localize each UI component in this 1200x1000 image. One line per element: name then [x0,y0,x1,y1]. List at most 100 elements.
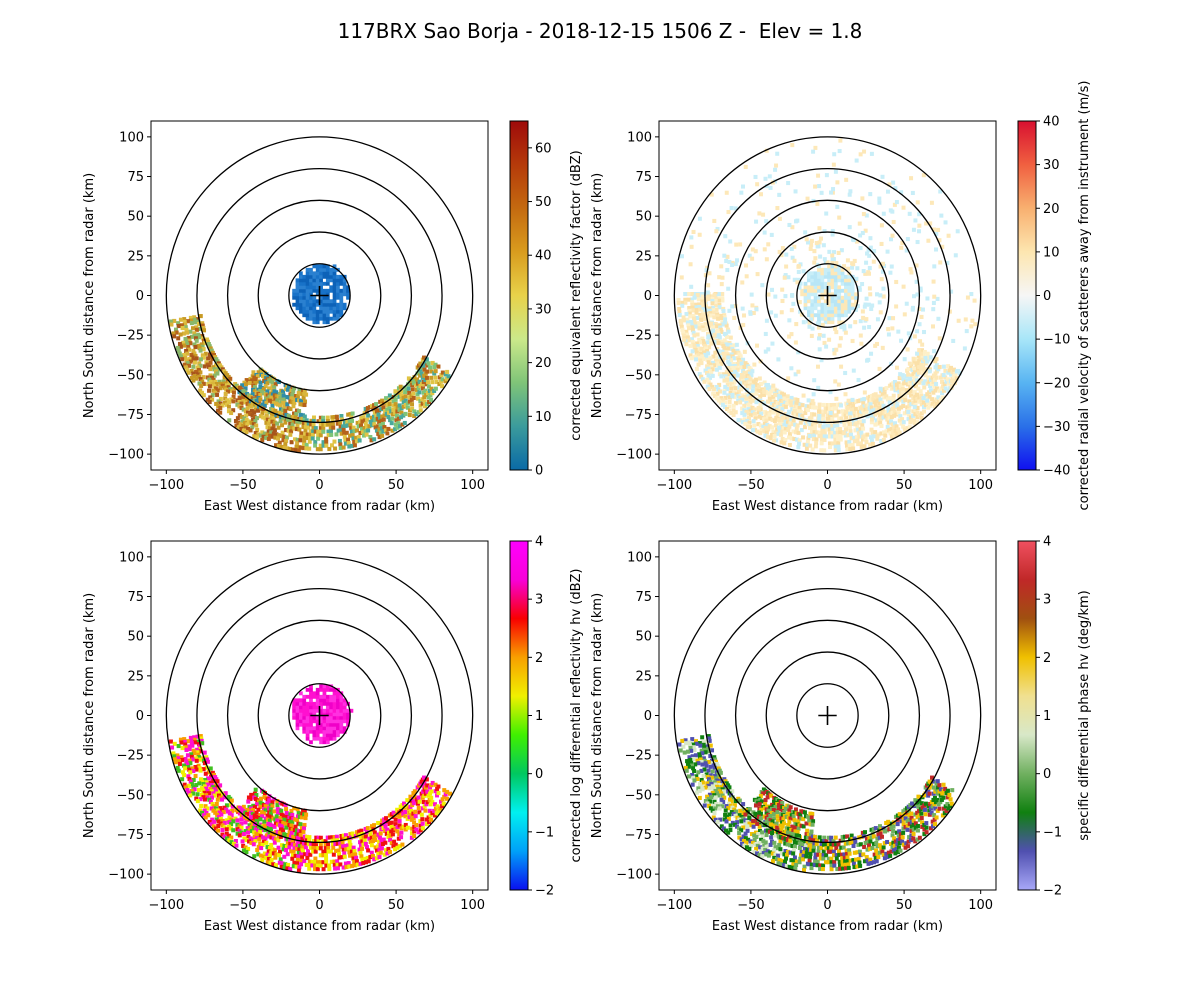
data-cell [844,285,848,290]
data-cell [782,422,787,428]
data-cell [833,271,838,276]
data-cell [897,430,902,435]
data-cell [385,431,390,436]
data-cell [902,411,907,416]
data-cell [264,413,269,418]
data-cell [689,292,694,297]
data-cell [235,818,240,823]
data-cell [854,295,858,300]
data-cell [298,705,303,710]
data-cell [271,836,276,841]
data-cell [274,413,279,418]
data-cell [705,364,710,369]
data-cell [316,429,321,434]
data-cell [680,303,685,308]
data-cell [722,777,727,782]
data-cell [817,430,822,435]
data-cell [265,860,270,865]
data-cell [380,433,385,438]
data-cell [881,415,886,420]
data-cell [237,824,242,829]
data-cell [265,417,270,422]
data-cell [927,394,932,399]
data-cell [302,705,307,710]
data-cell [688,746,693,751]
data-cell [292,806,297,811]
data-cell [830,260,835,265]
data-cell [885,249,890,254]
data-cell [222,834,227,839]
data-cell [295,857,300,862]
data-cell [875,433,880,439]
data-cell [828,410,833,416]
data-cell [240,383,245,388]
data-cell [915,351,920,356]
data-cell [912,334,917,339]
data-cell [938,375,943,380]
data-cell [293,843,298,848]
data-cell [894,412,899,417]
data-cell [859,430,864,435]
y-tick-label: 50 [635,210,652,225]
data-cell [220,403,225,408]
data-cell [422,793,427,798]
data-cell [840,271,845,276]
data-cell [817,267,821,272]
data-cell [290,827,295,832]
data-cell [332,299,337,304]
data-cell [231,408,236,413]
data-cell [917,364,922,369]
data-cell [713,296,718,301]
data-cell [820,281,825,286]
data-cell [188,341,193,346]
data-cell [806,436,811,441]
data-cell [878,401,882,406]
data-cell [372,410,377,415]
data-cell [879,423,884,428]
data-cell [302,694,307,699]
data-cell [346,437,351,442]
data-cell [696,786,701,791]
data-cell [838,403,843,408]
data-cell [806,292,811,297]
data-cell [896,329,901,334]
data-cell [943,386,948,391]
data-cell [222,795,227,800]
data-cell [426,793,431,798]
data-cell [795,397,800,403]
data-cell [726,346,731,351]
data-cell [299,862,304,867]
data-cell [200,390,204,395]
data-cell [201,758,206,763]
data-cell [253,407,258,412]
data-cell [715,391,720,396]
data-cell [762,401,767,406]
data-cell [289,849,294,854]
data-cell [312,316,317,321]
data-cell [339,698,344,703]
data-cell [332,309,337,314]
data-cell [813,281,818,286]
data-cell [216,408,220,413]
data-cell [810,302,815,307]
data-cell [191,748,196,753]
data-cell [323,842,328,847]
data-cell [827,271,831,276]
data-cell [843,433,848,438]
data-cell [302,417,307,423]
data-cell [830,309,835,314]
data-cell [300,836,305,841]
data-cell [278,815,283,821]
data-cell [344,430,349,435]
data-cell [216,819,221,824]
data-cell [764,819,769,825]
data-cell [762,429,767,434]
data-cell [194,783,199,788]
data-cell [700,322,705,328]
data-cell [286,818,291,824]
data-cell [325,687,330,692]
data-cell [322,295,327,300]
data-cell [724,334,729,340]
data-cell [700,780,705,785]
data-cell [908,267,913,272]
